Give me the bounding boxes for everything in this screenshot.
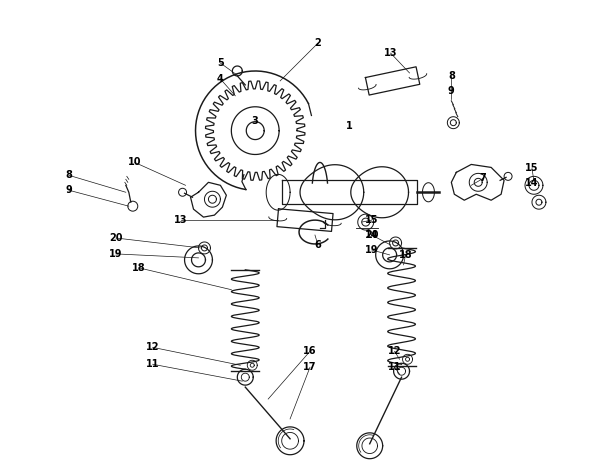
- Text: 6: 6: [315, 240, 321, 250]
- Text: 19: 19: [365, 245, 378, 255]
- Text: 5: 5: [217, 58, 224, 68]
- Text: 20: 20: [109, 233, 122, 243]
- Text: 10: 10: [128, 157, 141, 168]
- Text: 14: 14: [525, 178, 539, 188]
- Text: 2: 2: [315, 38, 321, 48]
- Text: 13: 13: [174, 215, 187, 225]
- Text: 13: 13: [384, 48, 397, 58]
- Text: 8: 8: [448, 71, 455, 81]
- Text: 18: 18: [132, 263, 146, 273]
- Text: 17: 17: [303, 362, 317, 372]
- Text: 18: 18: [399, 250, 412, 260]
- Text: 7: 7: [480, 173, 487, 183]
- Text: 16: 16: [303, 346, 317, 356]
- Text: 15: 15: [525, 163, 539, 173]
- Text: 20: 20: [365, 230, 378, 240]
- Text: 8: 8: [65, 171, 72, 180]
- Text: 14: 14: [365, 230, 378, 240]
- Text: 12: 12: [146, 342, 160, 352]
- Text: 1: 1: [346, 121, 353, 131]
- Text: 12: 12: [388, 346, 401, 356]
- Text: 3: 3: [252, 116, 259, 126]
- Text: 19: 19: [109, 249, 122, 259]
- Text: 11: 11: [388, 362, 401, 372]
- Text: 9: 9: [448, 86, 455, 96]
- Text: 15: 15: [365, 215, 378, 225]
- Text: 11: 11: [146, 359, 160, 369]
- Text: 4: 4: [217, 74, 224, 84]
- Text: 9: 9: [65, 185, 72, 195]
